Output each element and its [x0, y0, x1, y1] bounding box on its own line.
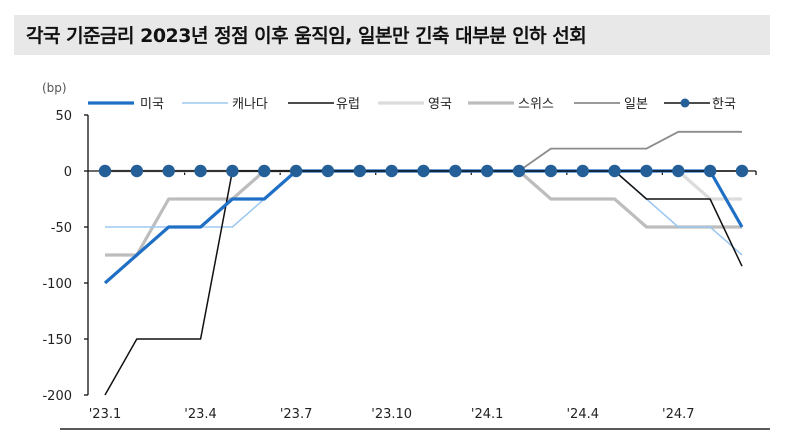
series-group	[98, 130, 749, 396]
x-tick-label: '24.1	[471, 407, 504, 422]
data-point-marker	[321, 164, 335, 178]
data-point-marker	[353, 164, 366, 178]
y-tick-label: -200	[42, 389, 72, 404]
data-point-marker	[703, 164, 717, 178]
legend-item: 캐나다	[182, 97, 268, 112]
title-bar	[14, 15, 770, 55]
x-tick-label: '23.4	[184, 407, 217, 422]
legend-label: 캐나다	[232, 97, 268, 112]
data-point-marker	[289, 164, 303, 178]
legend-label: 일본	[624, 97, 648, 112]
series-line-유럽	[104, 170, 743, 396]
y-tick-label: 0	[64, 165, 72, 180]
data-point-marker	[98, 164, 112, 178]
data-point-marker	[194, 164, 207, 178]
x-axis: '23.1 '23.4 '23.7 '23.10 '24.1 '24.4 '24.7	[88, 170, 757, 422]
legend: 미국 캐나다 유럽 영국 스위스 일본 한국	[88, 97, 736, 112]
data-point-marker	[449, 164, 462, 178]
data-point-marker	[512, 164, 526, 178]
x-tick-label: '24.4	[566, 407, 599, 422]
y-axis: 50 0 -50 -100 -150 -200 (bp)	[42, 81, 89, 404]
legend-item: 한국	[664, 97, 736, 112]
data-point-marker	[608, 164, 621, 178]
data-point-marker	[130, 164, 144, 178]
x-tick-label: '23.10	[371, 407, 412, 422]
data-point-marker	[226, 164, 239, 178]
legend-marker-icon	[680, 98, 690, 108]
data-point-marker	[640, 164, 653, 178]
data-point-marker	[162, 164, 175, 178]
legend-label: 영국	[428, 97, 452, 112]
y-tick-label: -50	[51, 221, 72, 236]
y-unit-label: (bp)	[42, 81, 67, 95]
series-line-캐나다	[105, 170, 743, 256]
legend-label: 미국	[140, 97, 164, 112]
data-point-marker	[735, 164, 749, 178]
data-point-marker	[672, 164, 685, 178]
x-tick-label: '23.7	[280, 407, 313, 422]
data-point-marker	[544, 164, 558, 178]
x-tick-label: '23.1	[89, 407, 122, 422]
legend-label: 스위스	[518, 97, 554, 112]
y-tick-label: 50	[55, 109, 72, 124]
data-point-marker	[576, 164, 589, 178]
legend-item: 스위스	[468, 97, 554, 112]
legend-item: 일본	[574, 97, 648, 112]
legend-item: 영국	[378, 97, 452, 112]
y-tick-label: -150	[42, 333, 72, 348]
data-point-marker	[417, 164, 430, 178]
data-point-marker	[258, 164, 271, 178]
legend-label: 한국	[712, 97, 736, 112]
data-point-marker	[481, 164, 494, 178]
data-point-marker	[385, 164, 398, 178]
legend-item: 유럽	[288, 97, 360, 112]
x-tick-label: '24.7	[662, 407, 695, 422]
y-tick-label: -100	[42, 277, 72, 292]
legend-label: 유럽	[336, 97, 360, 112]
legend-item: 미국	[88, 97, 164, 112]
chart-title: 각국 기준금리 2023년 정점 이후 움직임, 일본만 긴축 대부분 인하 선…	[26, 25, 587, 47]
series-line-스위스	[105, 169, 742, 257]
